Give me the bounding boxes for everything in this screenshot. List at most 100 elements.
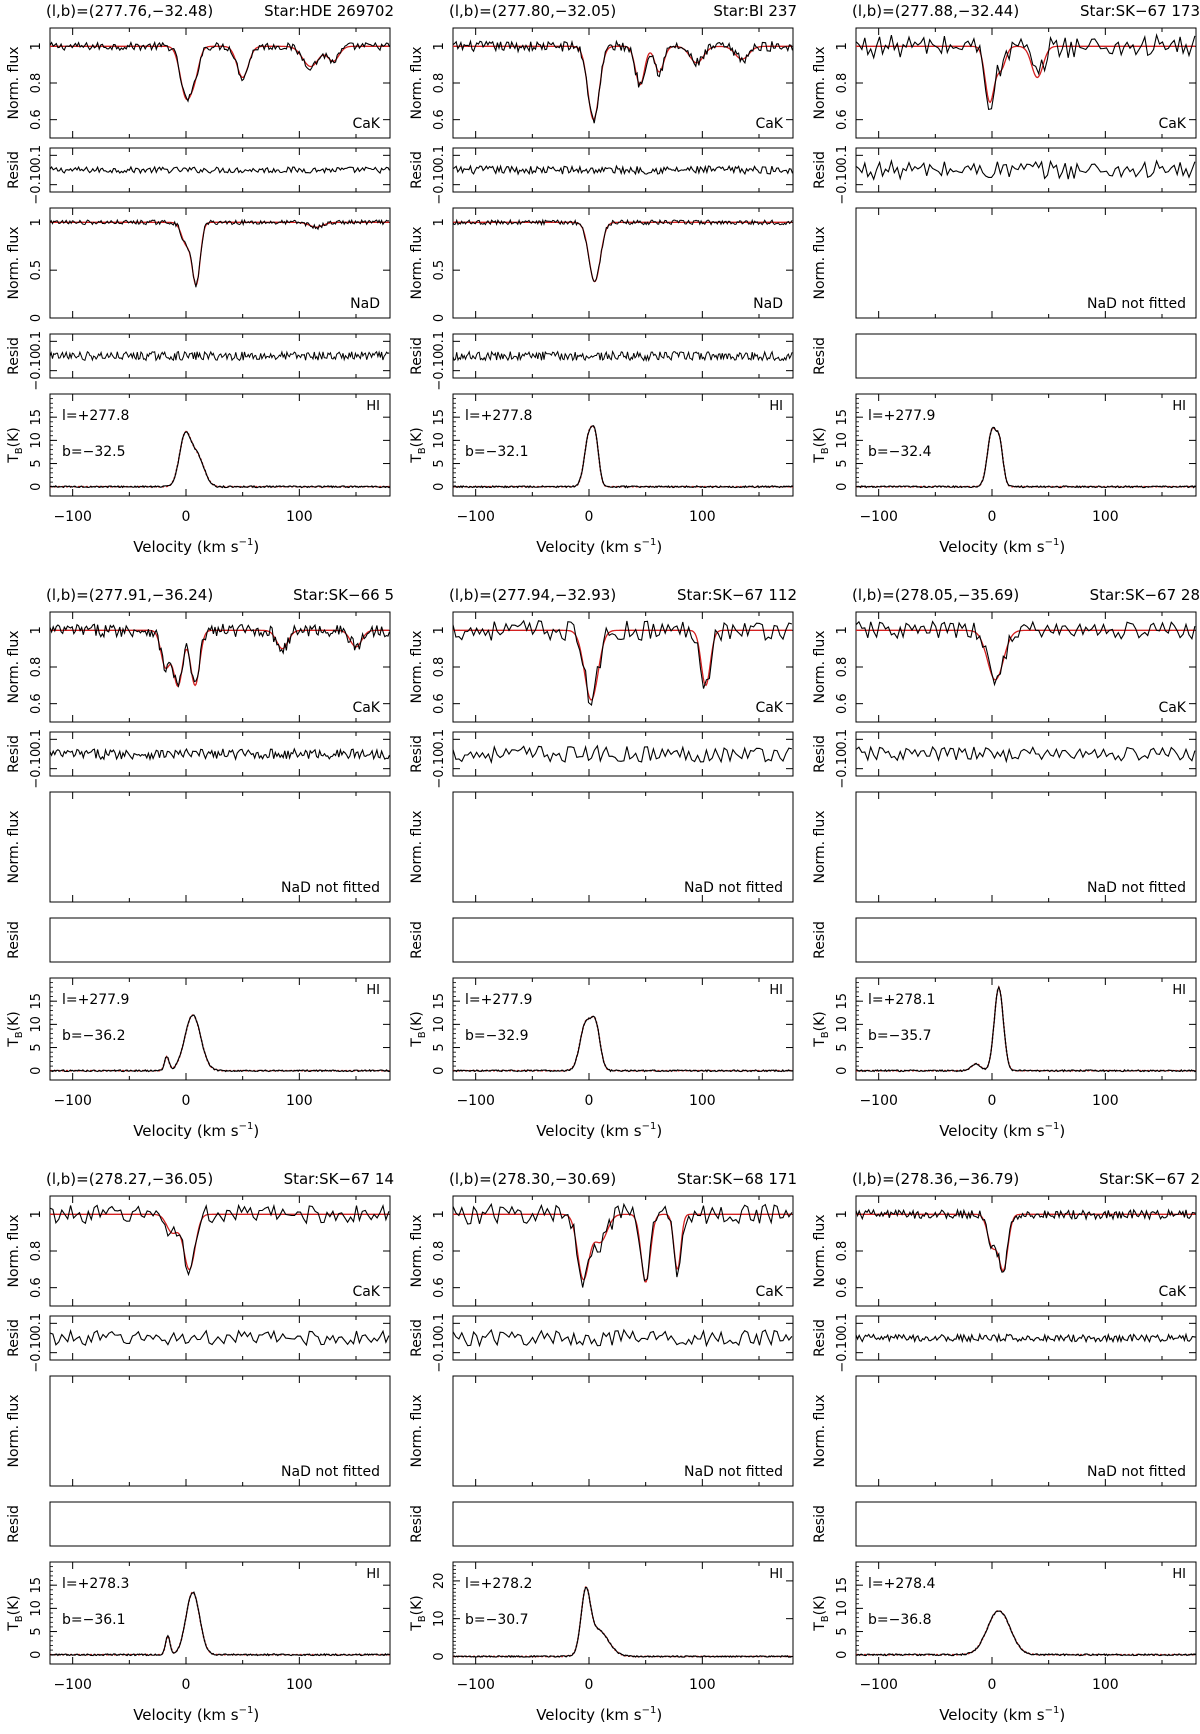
hi-tick-label: 5 [835,1627,850,1635]
cak-panel [855,1195,1197,1307]
nad-y-axis-label: Norm. flux [6,1394,22,1467]
cak-resid-line [49,747,391,762]
cak-model-line [50,629,390,688]
hi-y-axis-label: TB(K) [6,1595,25,1632]
hi-tick-label: 15 [29,409,44,426]
cak-label: CaK [755,1284,783,1300]
cak-tick-label: 0.6 [835,109,850,130]
x-label-exp: −1 [642,1121,657,1132]
hi-tick-label: 0 [835,483,850,491]
cak-resid-y-axis-label: Resid [812,735,828,773]
hi-tick-label: 0 [29,483,44,491]
x-label-close: ) [1059,1706,1065,1724]
cak-resid-panel [452,147,794,193]
cak-data-line [452,39,794,124]
cak-resid-tick-label: −0.10 [29,165,44,205]
nad-not-fitted-label: NaD not fitted [1087,296,1186,312]
x-label-main: Velocity (km s [939,1122,1045,1140]
cak-resid-tick-label: 0.1 [432,729,447,750]
hi-tick-label: 5 [432,1043,447,1051]
hi-tick-label: 15 [432,993,447,1010]
cak-data-line [855,620,1196,687]
cak-resid-line [855,745,1196,764]
cak-y-axis-label: Norm. flux [6,1214,22,1287]
b-label: b=−36.8 [868,1612,932,1628]
x-label-close: ) [656,1706,662,1724]
hi-y-label-sub: B [820,1031,831,1038]
hi-y-label-sub: B [417,447,428,454]
nad-y-axis-label: Norm. flux [812,810,828,883]
panel-block-6: (l,b)=(278.05,−35.69) Star:SK−67 28 0.6 0.8… [812,586,1200,1140]
hi-y-label-unit: (K) [812,427,828,447]
cak-data-line [49,40,391,103]
x-tick-label: 100 [286,1093,313,1109]
nad-resid-panel [855,1501,1197,1547]
x-label-main: Velocity (km s [133,538,239,556]
hi-y-axis-label: TB(K) [409,1595,428,1632]
cak-tick-label: 0.8 [835,657,850,678]
cak-resid-line [452,744,793,765]
panel-title: (l,b)=(278.30,−30.69) [449,1170,616,1188]
cak-tick-label: 0.6 [432,109,447,130]
nad-data-line [452,218,793,282]
nad-tick-label: 1 [29,218,44,226]
hi-y-label-unit: (K) [409,1011,425,1031]
hi-tick-label: 10 [835,1016,850,1033]
x-label-exp: −1 [239,1121,254,1132]
x-axis-label: Velocity (km s−1) [536,1121,662,1140]
cak-resid-tick-label: 0.1 [432,1313,447,1334]
x-axis-label: Velocity (km s−1) [939,1705,1065,1724]
cak-resid-y-axis-label: Resid [6,151,22,189]
hi-label: HI [769,983,783,998]
cak-data-line [49,623,391,688]
x-label-close: ) [253,1706,259,1724]
x-axis-label: Velocity (km s−1) [133,1121,259,1140]
hi-y-label-unit: (K) [409,427,425,447]
cak-resid-tick-label: −0.10 [835,749,850,789]
star-label: Star:SK−68 171 [677,1170,797,1188]
hi-y-label-unit: (K) [812,1011,828,1031]
cak-label: CaK [352,700,380,716]
nad-panel [452,791,794,903]
cak-resid-tick-label: 0.1 [29,145,44,166]
nad-model-line [453,221,793,283]
cak-tick-label: 0.6 [835,1277,850,1298]
cak-panel [49,1195,391,1307]
x-tick-label: 100 [689,509,716,525]
cak-data-line [855,32,1196,111]
l-label: l=+277.8 [465,408,532,424]
hi-y-label-unit: (K) [409,1595,425,1615]
nad-not-fitted-label: NaD not fitted [1087,880,1186,896]
x-label-exp: −1 [239,537,254,548]
b-label: b=−35.7 [868,1028,932,1044]
hi-data-line [49,431,391,489]
cak-tick-label: 1 [432,626,447,634]
x-tick-label: 0 [585,1677,594,1693]
nad-panel [49,207,391,319]
hi-tick-label: 5 [432,459,447,467]
cak-y-axis-label: Norm. flux [409,630,425,703]
cak-y-axis-label: Norm. flux [6,46,22,119]
nad-panel [855,791,1197,903]
hi-y-label-t: T [812,1038,828,1048]
x-label-close: ) [253,538,259,556]
cak-y-axis-label: Norm. flux [812,630,828,703]
nad-resid-panel [855,333,1197,379]
x-label-exp: −1 [642,537,657,548]
cak-resid-line [452,164,794,176]
hi-y-label-sub: B [14,1615,25,1622]
hi-y-label-t: T [6,1038,22,1048]
cak-resid-tick-label: 0.1 [432,145,447,166]
hi-y-label-t: T [409,1622,425,1632]
x-label-main: Velocity (km s [133,1706,239,1724]
hi-tick-label: 15 [29,993,44,1010]
x-tick-label: −100 [859,1677,897,1693]
hi-y-label-t: T [812,454,828,464]
cak-tick-label: 0.6 [432,693,447,714]
nad-resid-y-axis-label: Resid [409,921,425,959]
cak-resid-line [855,158,1196,181]
panel-title: (l,b)=(277.88,−32.44) [852,2,1019,20]
cak-label: CaK [352,116,380,132]
